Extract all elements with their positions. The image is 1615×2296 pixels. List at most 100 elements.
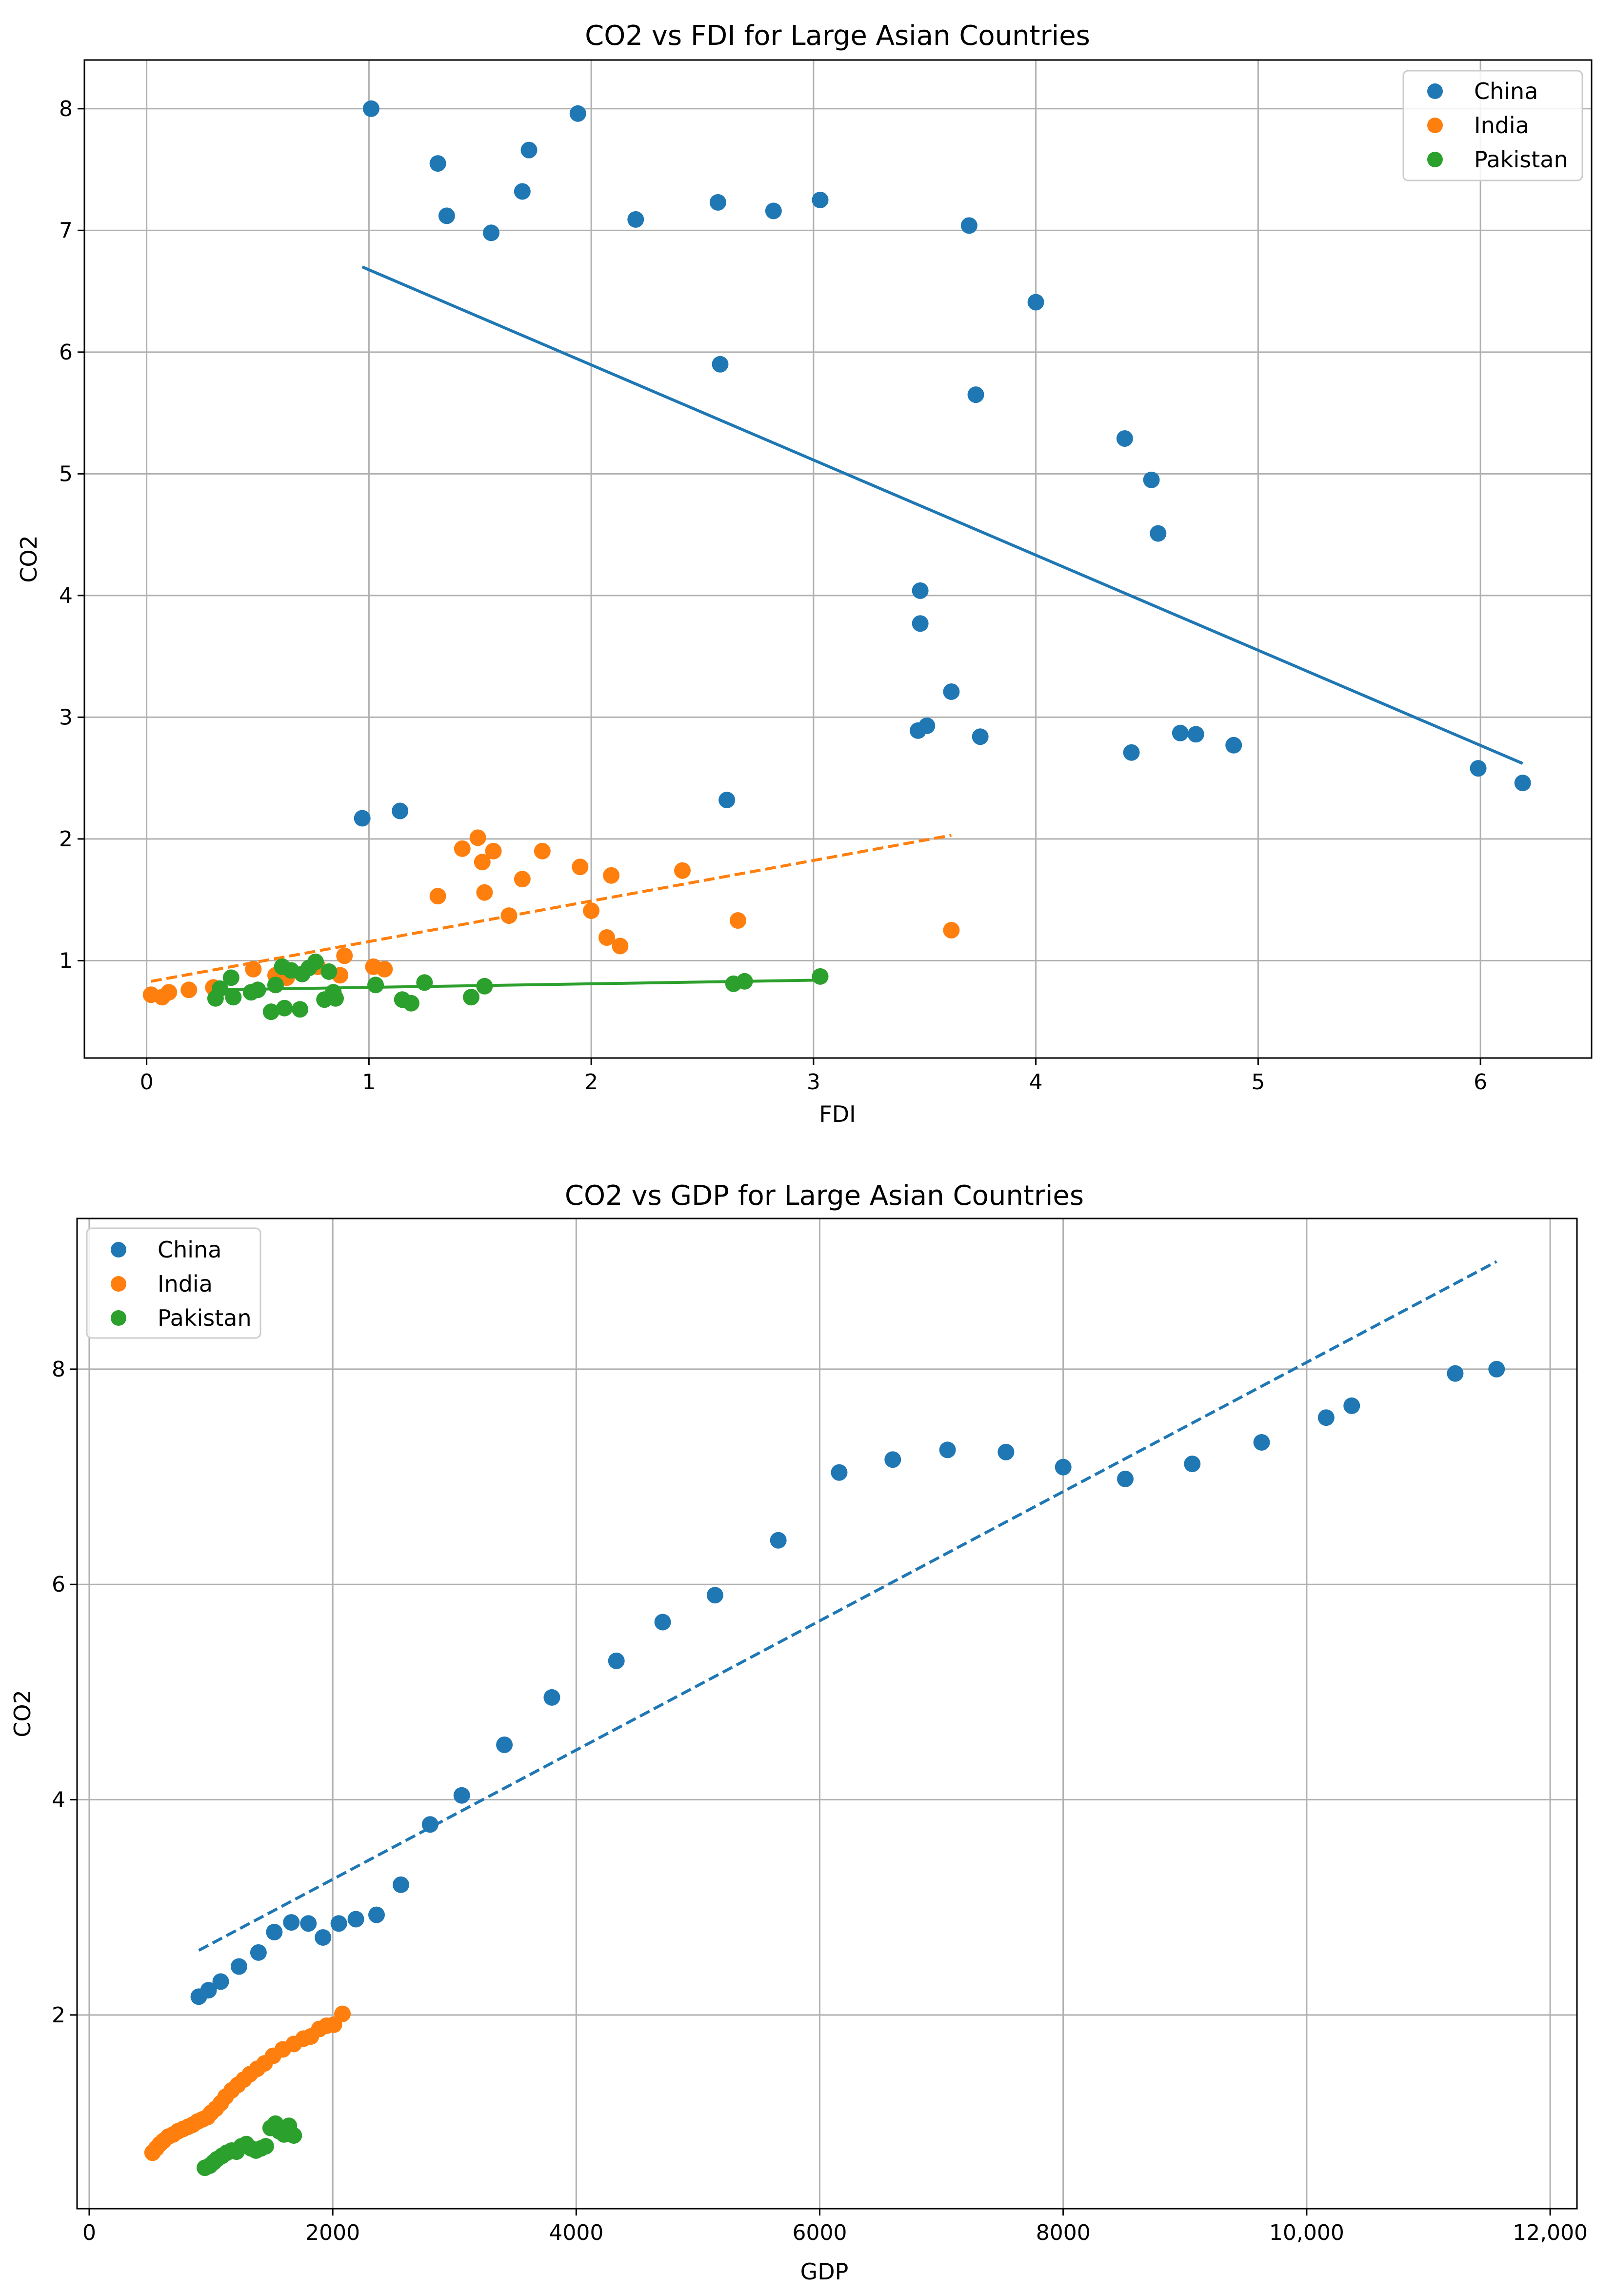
fdi-y-tick-label: 1	[59, 948, 73, 973]
fdi-y-axis-label: CO2	[16, 535, 42, 583]
gdp-point-china	[543, 1689, 560, 1706]
gdp-point-china	[997, 1443, 1015, 1460]
gdp-legend-label-india: India	[158, 1271, 213, 1297]
fdi-point-india	[572, 859, 589, 876]
fdi-point-pakistan	[812, 968, 829, 985]
fdi-trend-line-india	[151, 834, 952, 983]
fdi-point-india	[603, 867, 620, 884]
fdi-point-china	[812, 191, 829, 208]
fdi-point-india	[160, 984, 178, 1001]
fdi-point-pakistan	[222, 969, 239, 986]
gdp-legend-marker-pakistan	[111, 1310, 126, 1326]
fdi-x-axis-label: FDI	[819, 1101, 856, 1127]
fdi-point-china	[918, 717, 936, 734]
fdi-x-tick-label: 5	[1251, 1070, 1265, 1095]
gdp-grid	[77, 1218, 1577, 2209]
fdi-point-india	[469, 829, 486, 846]
gdp-point-china	[300, 1915, 317, 1932]
fdi-x-tick-label: 6	[1474, 1070, 1487, 1095]
fdi-point-pakistan	[736, 973, 753, 990]
gdp-point-china	[1343, 1397, 1360, 1414]
fdi-chart: CO2 vs FDI for Large Asian Countries 0 1 2…	[16, 20, 1593, 1127]
gdp-point-china	[250, 1944, 267, 1961]
gdp-x-tick-label: 6000	[793, 2220, 847, 2245]
fdi-point-china	[709, 194, 726, 211]
gdp-point-pakistan	[257, 2138, 274, 2155]
gdp-y-ticks: 2 4 6 8	[52, 1357, 77, 2028]
fdi-point-china	[1187, 726, 1204, 743]
fdi-x-tick-label: 2	[584, 1070, 598, 1095]
fdi-point-china	[712, 356, 729, 373]
fdi-point-china	[627, 211, 644, 228]
gdp-point-china	[1117, 1470, 1134, 1487]
gdp-point-china	[1488, 1360, 1505, 1378]
fdi-point-india	[943, 922, 960, 939]
fdi-x-tick-label: 4	[1029, 1070, 1043, 1095]
gdp-point-china	[392, 1876, 409, 1893]
fdi-point-china	[392, 802, 409, 819]
fdi-legend-label-pakistan: Pakistan	[1474, 146, 1568, 173]
gdp-legend: China India Pakistan	[86, 1227, 261, 1339]
fdi-point-china	[943, 683, 960, 700]
gdp-legend-marker-china	[111, 1242, 126, 1258]
gdp-point-china	[421, 1816, 439, 1833]
fdi-plot-frame	[83, 59, 1593, 1059]
gdp-point-china	[330, 1915, 347, 1932]
fdi-point-india	[474, 854, 491, 871]
fdi-point-pakistan	[402, 995, 419, 1012]
fdi-point-china	[438, 207, 455, 224]
fdi-point-pakistan	[262, 1003, 279, 1020]
gdp-point-china	[770, 1532, 787, 1549]
gdp-points	[144, 1360, 1505, 2176]
gdp-point-china	[1447, 1365, 1464, 1382]
fdi-point-pakistan	[463, 989, 480, 1006]
fdi-point-india	[674, 862, 691, 879]
fdi-y-tick-label: 8	[59, 97, 73, 121]
fdi-point-pakistan	[212, 980, 229, 997]
fdi-point-china	[362, 100, 379, 117]
gdp-point-china	[1184, 1456, 1201, 1473]
gdp-point-india	[334, 2005, 351, 2022]
gdp-x-tick-label: 2000	[305, 2220, 360, 2245]
gdp-x-tick-label: 0	[82, 2220, 96, 2245]
fdi-point-india	[476, 884, 493, 901]
fdi-y-tick-label: 3	[59, 705, 73, 730]
fdi-point-pakistan	[292, 1001, 309, 1018]
fdi-legend: China India Pakistan	[1402, 70, 1583, 181]
gdp-point-china	[706, 1587, 723, 1604]
fdi-point-india	[583, 902, 600, 919]
gdp-y-axis-label: CO2	[9, 1690, 36, 1737]
gdp-x-tick-label: 8000	[1036, 2220, 1091, 2245]
gdp-trend-lines	[198, 1260, 1497, 1952]
gdp-x-tick-label: 4000	[549, 2220, 603, 2245]
fdi-point-china	[967, 386, 984, 403]
fdi-point-india	[534, 842, 551, 859]
fdi-trend-lines	[151, 265, 1523, 992]
fdi-point-china	[520, 141, 538, 159]
fdi-point-pakistan	[249, 981, 266, 998]
fdi-point-china	[912, 582, 929, 599]
gdp-y-tick-label: 8	[52, 1357, 65, 1382]
gdp-legend-box	[86, 1227, 261, 1339]
fdi-x-tick-label: 1	[362, 1070, 376, 1095]
gdp-point-china	[654, 1614, 671, 1631]
fdi-point-china	[1150, 525, 1167, 542]
fdi-legend-marker-china	[1427, 83, 1443, 99]
fdi-legend-label-china: China	[1474, 78, 1538, 104]
fdi-point-pakistan	[225, 989, 242, 1006]
gdp-point-china	[347, 1911, 364, 1928]
fdi-point-pakistan	[327, 990, 344, 1007]
gdp-point-china	[939, 1441, 956, 1458]
fdi-point-pakistan	[367, 977, 384, 994]
fdi-point-china	[718, 792, 736, 809]
gdp-x-tick-label: 10,000	[1269, 2220, 1344, 2245]
fdi-point-india	[429, 888, 446, 905]
fdi-legend-marker-india	[1427, 118, 1443, 133]
fdi-x-tick-label: 0	[140, 1070, 154, 1095]
gdp-y-tick-label: 6	[52, 1572, 65, 1597]
fdi-point-india	[180, 981, 198, 998]
gdp-point-china	[283, 1914, 300, 1931]
fdi-y-ticks: 1 2 3 4 5 6 7 8	[59, 97, 84, 973]
